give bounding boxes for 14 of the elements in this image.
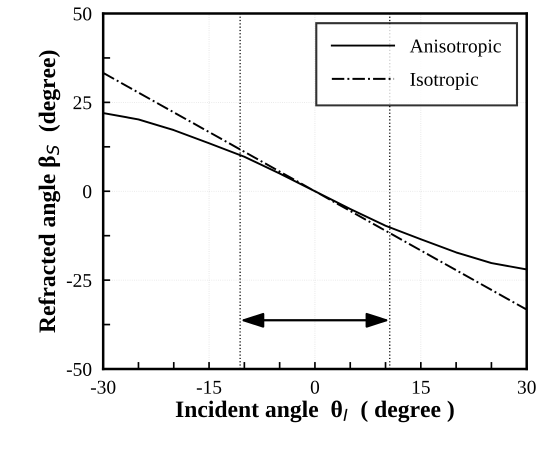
y-tick-label: -25: [66, 274, 92, 288]
x-axis-title: Incident angle θ$_{I}$ ( degree ): [176, 400, 454, 422]
y-axis-title: Refracted angle β$_{S}$ (degree): [38, 50, 60, 333]
x-tick-label: 30: [518, 380, 536, 394]
x-tick-label: 15: [412, 380, 430, 394]
y-tick-label: 25: [73, 96, 92, 110]
y-tick-label: -50: [66, 362, 92, 376]
legend-label: Anisotropic: [410, 40, 501, 57]
y-tick-label: 0: [83, 185, 92, 198]
legend-label: Isotropic: [410, 72, 478, 90]
x-tick-label: 0: [310, 380, 320, 394]
y-tick-label: 50: [74, 7, 92, 20]
x-tick-label: -30: [90, 380, 116, 394]
x-tick-label: -15: [196, 380, 222, 394]
